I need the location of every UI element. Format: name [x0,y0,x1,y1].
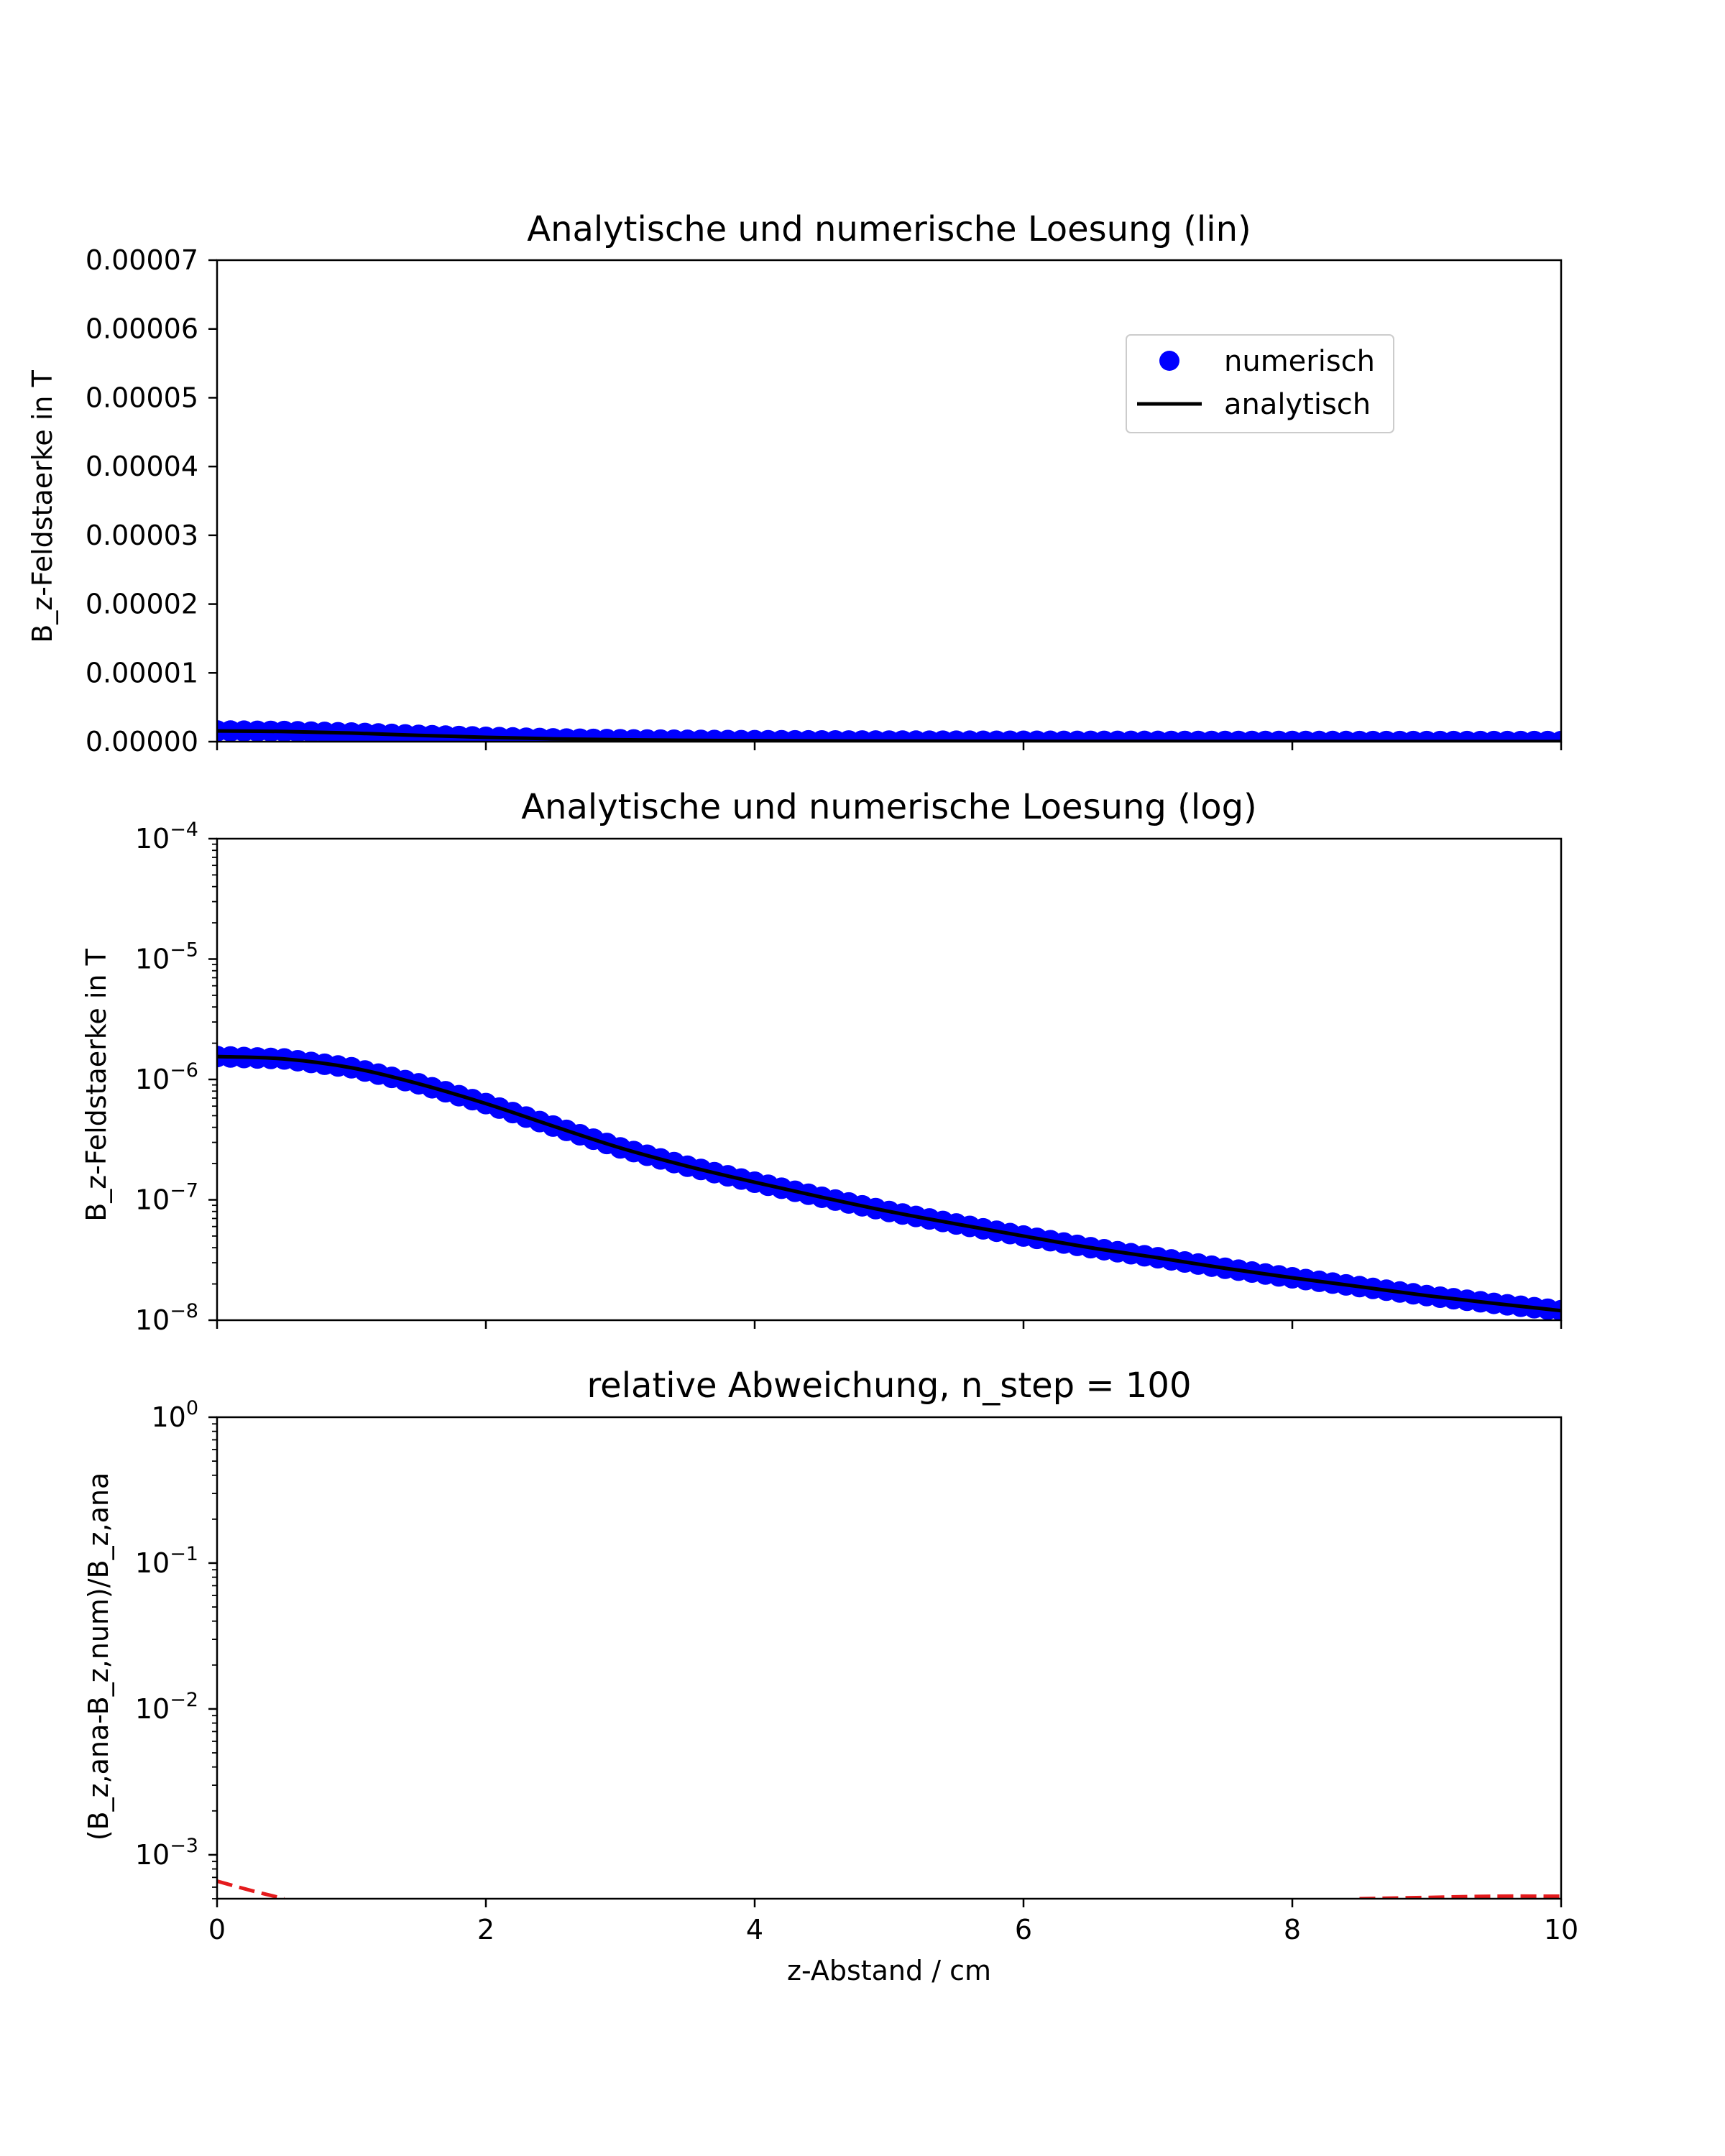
y-tick-label: 0.00002 [86,589,198,620]
y-tick-exponent: −6 [170,1059,198,1082]
panel-log-title: Analytische und numerische Loesung (log) [521,787,1257,827]
y-tick-label: 10−7 [135,1180,198,1216]
x-tick-label: 10 [1544,1914,1578,1945]
panel-lin-ylabel: B_z-Feldstaerke in T [27,369,58,642]
panel-lin-plot: 0.00000 0.00001 0.00002 0.00003 0.00004 0.000… [86,244,1563,757]
y-tick-label: 10−8 [135,1300,198,1336]
plot-area [217,1417,1561,1899]
y-tick-base: 10 [135,1693,170,1725]
legend-marker-numerisch [1159,351,1179,371]
y-tick-label: 0.00006 [86,313,198,345]
y-tick-label: 10−1 [135,1543,198,1579]
panel-dev-xlabel: z-Abstand / cm [787,1955,991,1986]
y-tick-exponent: −7 [170,1180,198,1202]
plot-data [217,720,1561,742]
legend: numerisch analytisch [1126,334,1394,433]
y-tick-label: 10−5 [135,939,198,975]
y-tick-base: 10 [135,944,170,975]
plot-area [217,839,1561,1320]
y-tick-label: 0.00007 [86,244,198,276]
y-tick-label: 100 [151,1397,198,1433]
panel-lin: Analytische und numerische Loesung (lin)… [27,209,1563,757]
panel-log: Analytische und numerische Loesung (log)… [80,787,1563,1336]
y-tick-label: 10−6 [135,1059,198,1095]
y-tick-label: 0.00000 [86,726,198,757]
y-tick-base: 10 [135,1304,170,1336]
y-tick-exponent: −2 [170,1689,198,1711]
data-point-numerisch [1550,730,1561,742]
x-tick-label: 8 [1284,1914,1301,1945]
legend-label-numerisch: numerisch [1224,345,1375,378]
y-tick-base: 10 [135,823,170,854]
y-tick-label: 0.00005 [86,382,198,413]
y-tick-label: 0.00004 [86,451,198,482]
axes-frame [216,259,1563,743]
panel-dev: relative Abweichung, n_step = 100 (B_z,a… [83,1365,1578,1986]
y-tick-label: 0.00001 [86,657,198,688]
panel-dev-ylabel: (B_z,ana-B_z,num)/B_z,ana [83,1473,114,1841]
y-tick-base: 10 [135,1839,170,1871]
x-tick-label: 4 [746,1914,763,1945]
plot-data [217,1046,1561,1320]
panel-log-plot: 10−810−710−610−510−4 [135,819,1563,1336]
x-tick-label: 2 [477,1914,494,1945]
y-tick-exponent: −3 [170,1835,198,1857]
y-tick-exponent: −5 [170,939,198,962]
y-tick-base: 10 [135,1184,170,1216]
y-tick-exponent: −4 [170,819,198,841]
axes-frame [216,1416,1563,1900]
plot-area [217,260,1561,742]
y-tick-label: 0.00003 [86,520,198,551]
y-tick-base: 10 [135,1064,170,1095]
y-tick-base: 10 [151,1401,185,1433]
x-tick-label: 6 [1015,1914,1032,1945]
series-line-deviation [217,1879,285,1899]
panel-log-ylabel: B_z-Feldstaerke in T [80,948,112,1221]
y-tick-base: 10 [135,1547,170,1579]
y-tick-exponent: 0 [186,1397,198,1419]
y-tick-label: 10−3 [135,1835,198,1871]
series-line-analytisch [217,1054,1561,1313]
x-tick-label: 0 [208,1914,226,1945]
y-tick-label: 10−2 [135,1689,198,1725]
y-tick-exponent: −8 [170,1300,198,1322]
y-tick-label: 10−4 [135,819,198,854]
panel-dev-title: relative Abweichung, n_step = 100 [587,1365,1192,1406]
legend-label-analytisch: analytisch [1224,388,1371,421]
y-tick-exponent: −1 [170,1543,198,1565]
panel-lin-title: Analytische und numerische Loesung (lin) [527,209,1251,249]
legend-box [1126,334,1394,433]
